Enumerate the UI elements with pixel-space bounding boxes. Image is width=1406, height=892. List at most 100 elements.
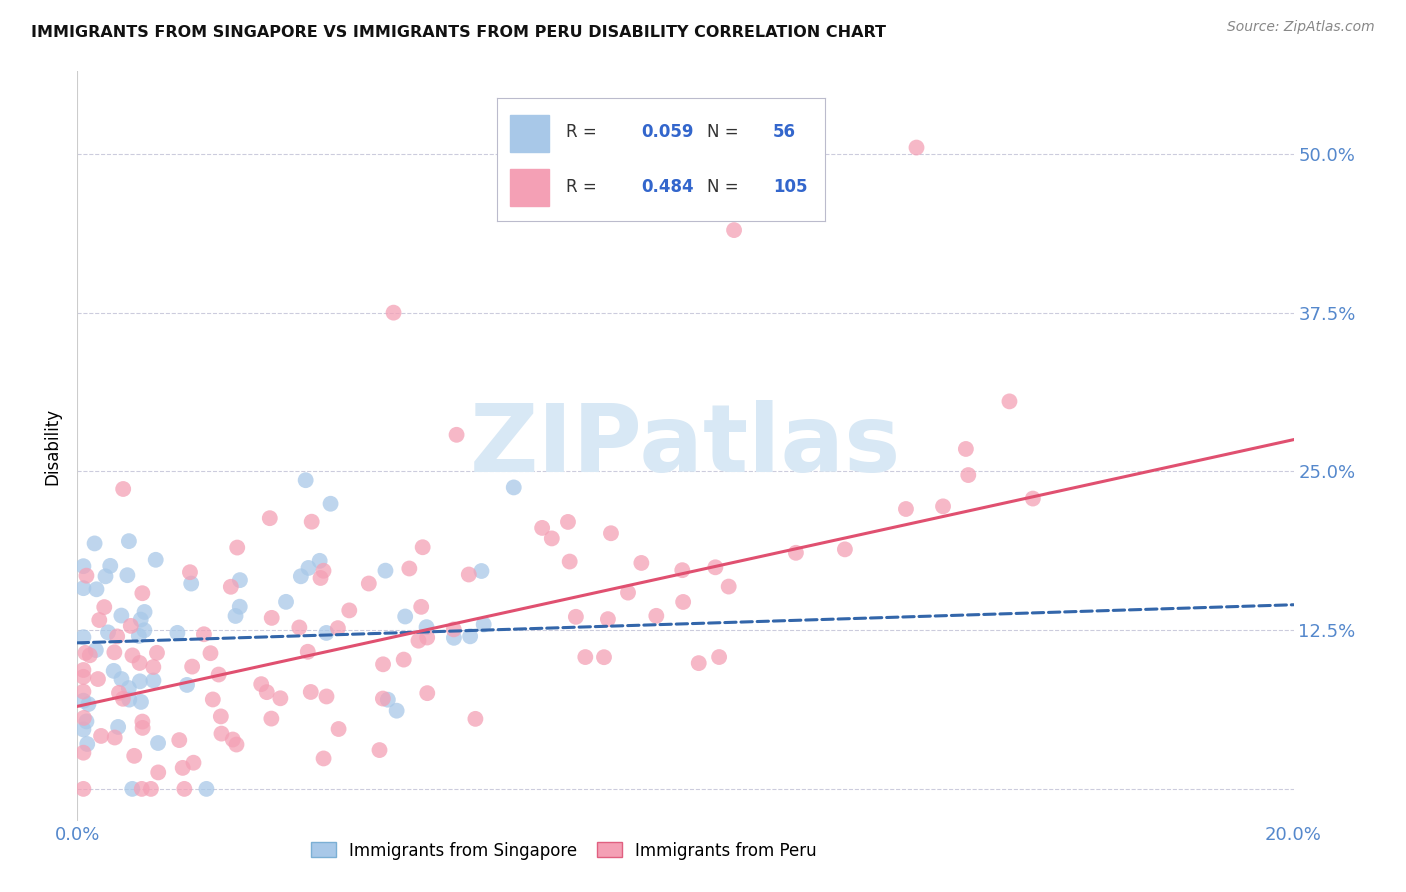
Point — [72, 581, 94, 595]
Point — [225, 738, 247, 752]
Point — [166, 625, 188, 640]
Point — [374, 564, 396, 578]
Point — [297, 561, 319, 575]
Point — [416, 686, 439, 700]
Point — [312, 564, 335, 578]
Point — [458, 629, 481, 643]
Point — [229, 573, 252, 587]
Point — [142, 660, 165, 674]
Point — [707, 650, 730, 665]
Point — [176, 678, 198, 692]
Point — [371, 691, 394, 706]
Point — [294, 473, 316, 487]
Point — [1022, 491, 1045, 506]
Point — [76, 737, 98, 751]
Point — [146, 646, 169, 660]
Point — [704, 560, 727, 574]
Point — [357, 576, 380, 591]
Point — [457, 567, 479, 582]
Point — [131, 781, 153, 796]
Point — [169, 733, 191, 747]
Point — [222, 732, 245, 747]
Point — [208, 667, 231, 681]
Point — [72, 559, 94, 574]
Point — [111, 691, 134, 706]
Point — [274, 595, 297, 609]
Point — [146, 736, 169, 750]
Point — [905, 140, 928, 154]
Point — [472, 617, 495, 632]
Point — [229, 599, 252, 614]
Point — [90, 729, 112, 743]
Point — [226, 541, 249, 555]
Point — [84, 643, 107, 657]
Point — [308, 554, 330, 568]
Point — [97, 625, 120, 640]
Point — [72, 694, 94, 708]
Point — [415, 620, 437, 634]
Point — [717, 580, 740, 594]
Point — [120, 619, 142, 633]
Point — [411, 599, 433, 614]
Point — [894, 502, 917, 516]
Point — [309, 571, 332, 585]
Point — [117, 568, 139, 582]
Point — [371, 657, 394, 672]
Point — [72, 670, 94, 684]
Point — [297, 645, 319, 659]
Point — [104, 731, 127, 745]
Point — [75, 568, 97, 582]
Point — [671, 563, 693, 577]
Text: Source: ZipAtlas.com: Source: ZipAtlas.com — [1227, 20, 1375, 34]
Text: IMMIGRANTS FROM SINGAPORE VS IMMIGRANTS FROM PERU DISABILITY CORRELATION CHART: IMMIGRANTS FROM SINGAPORE VS IMMIGRANTS … — [31, 25, 886, 40]
Point — [128, 656, 150, 670]
Point — [172, 761, 194, 775]
Point — [315, 690, 337, 704]
Point — [259, 511, 281, 525]
Text: ZIPatlas: ZIPatlas — [470, 400, 901, 492]
Point — [131, 586, 153, 600]
Point — [105, 629, 128, 643]
Point — [260, 712, 283, 726]
Point — [290, 569, 312, 583]
Point — [288, 620, 311, 634]
Point — [502, 480, 524, 494]
Point — [785, 546, 807, 560]
Point — [183, 756, 205, 770]
Point — [398, 561, 420, 575]
Point — [122, 748, 145, 763]
Point — [558, 555, 581, 569]
Point — [672, 595, 695, 609]
Point — [131, 714, 153, 729]
Point — [201, 692, 224, 706]
Point — [593, 650, 616, 665]
Point — [377, 692, 399, 706]
Point — [83, 536, 105, 550]
Point — [932, 500, 955, 514]
Point — [557, 515, 579, 529]
Y-axis label: Disability: Disability — [44, 408, 62, 484]
Point — [118, 692, 141, 706]
Point — [148, 765, 170, 780]
Point — [142, 673, 165, 688]
Point — [73, 711, 96, 725]
Point — [540, 532, 562, 546]
Point — [179, 565, 201, 579]
Point — [98, 558, 121, 573]
Point — [107, 720, 129, 734]
Point — [531, 521, 554, 535]
Point — [79, 648, 101, 663]
Point — [118, 681, 141, 695]
Point — [408, 633, 430, 648]
Point — [72, 684, 94, 698]
Point — [139, 781, 162, 796]
Point — [392, 652, 415, 666]
Point — [103, 664, 125, 678]
Point — [121, 781, 143, 796]
Point — [103, 645, 125, 659]
Point — [75, 714, 97, 729]
Point — [129, 674, 152, 689]
Point — [688, 656, 710, 670]
Point — [195, 781, 218, 796]
Point — [446, 427, 468, 442]
